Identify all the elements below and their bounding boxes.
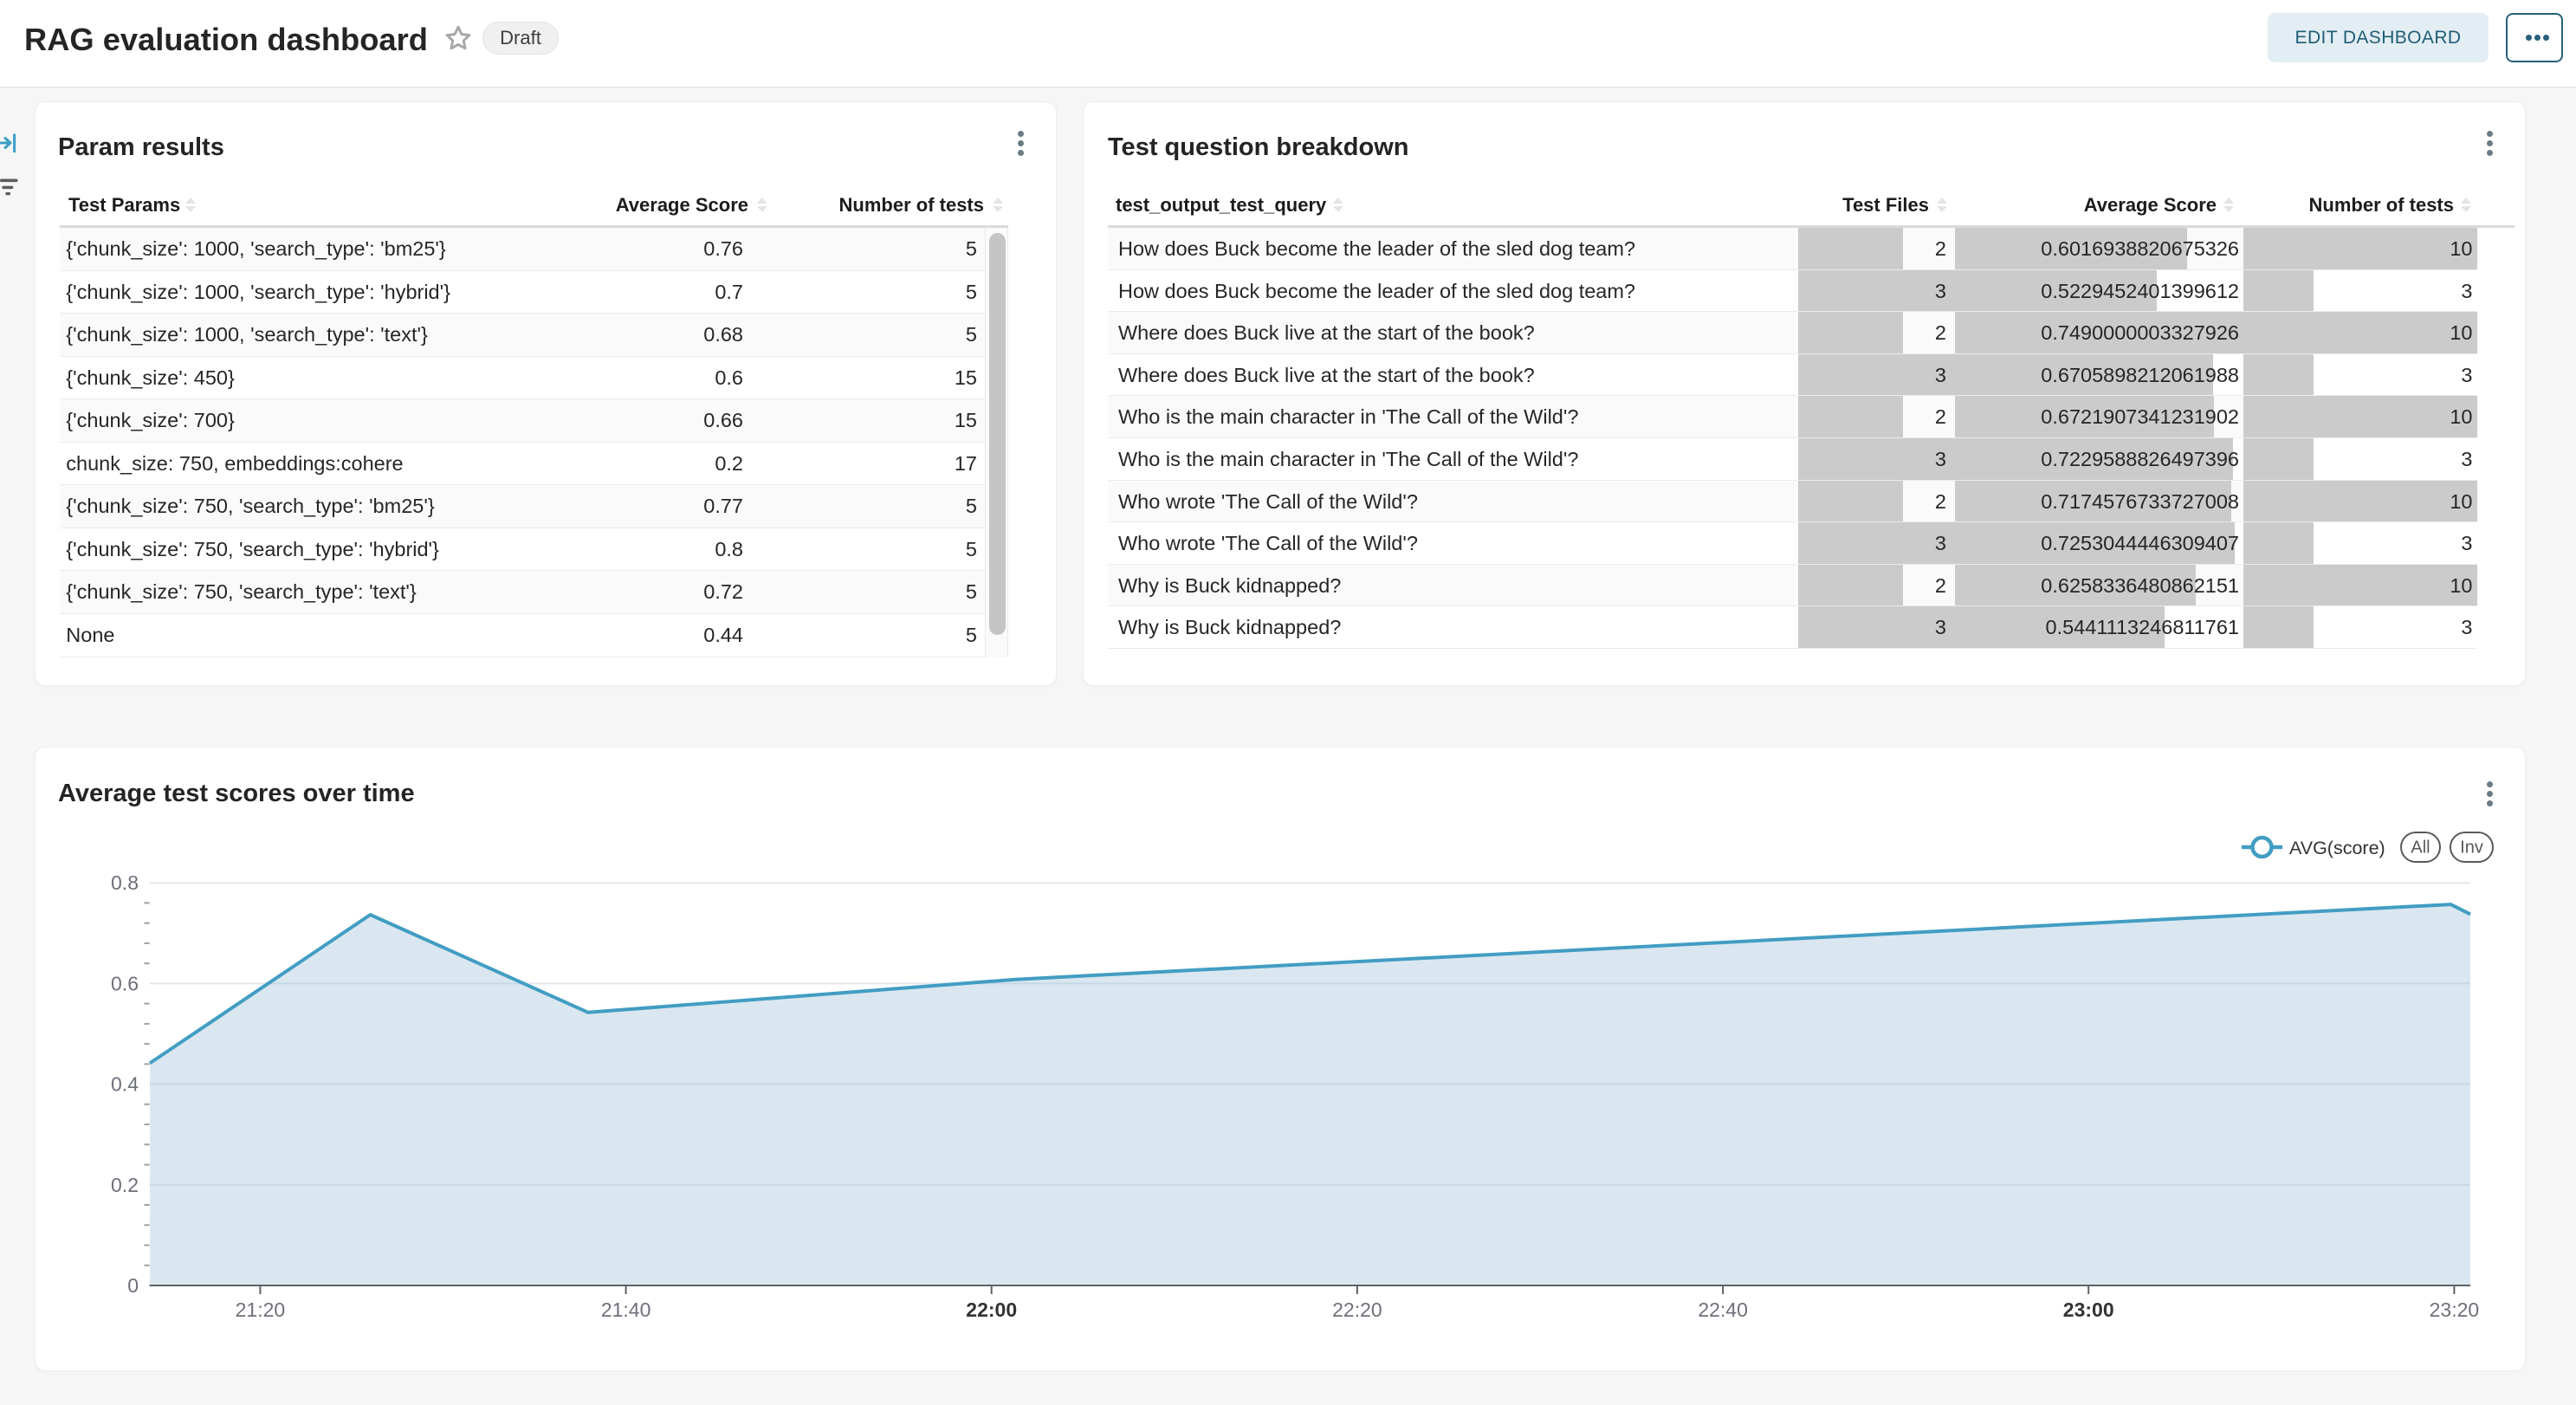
svg-text:22:20: 22:20 (1332, 1298, 1382, 1321)
svg-text:AVG(score): AVG(score) (2289, 838, 2385, 858)
svg-text:23:20: 23:20 (2430, 1298, 2480, 1321)
svg-text:22:40: 22:40 (1698, 1298, 1748, 1321)
svg-text:0: 0 (127, 1274, 139, 1297)
svg-text:21:40: 21:40 (601, 1298, 651, 1321)
svg-text:21:20: 21:20 (236, 1298, 286, 1321)
svg-text:22:00: 22:00 (966, 1298, 1017, 1321)
svg-text:0.4: 0.4 (111, 1073, 139, 1096)
svg-text:All: All (2411, 838, 2430, 858)
svg-text:0.2: 0.2 (111, 1174, 139, 1196)
svg-text:0.6: 0.6 (111, 972, 139, 994)
svg-text:0.8: 0.8 (111, 871, 139, 894)
svg-text:23:00: 23:00 (2063, 1298, 2114, 1321)
svg-text:Inv: Inv (2460, 838, 2483, 858)
